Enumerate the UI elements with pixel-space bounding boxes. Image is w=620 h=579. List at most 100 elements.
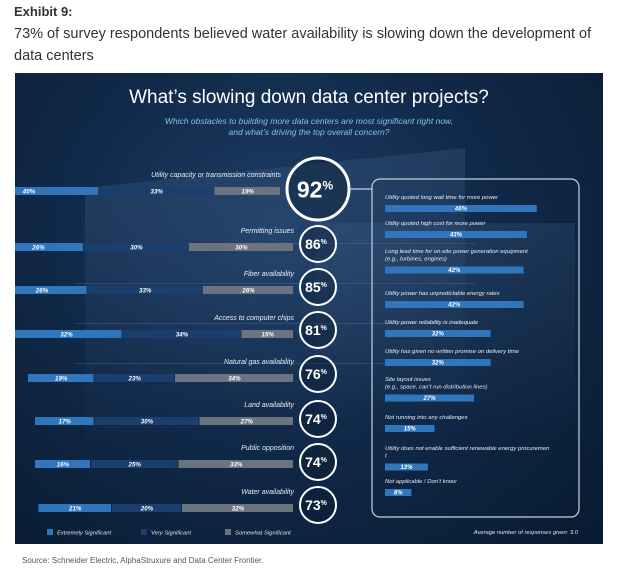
driver-value: 32% [432,331,445,337]
driver-label: Site layout issues [385,377,431,383]
total-value: 74% [305,454,328,470]
bar-value-label: 32% [60,331,73,338]
bar-value-label: 33% [139,287,152,294]
driver-bar [385,266,524,274]
total-value: 81% [305,322,328,338]
driver-label: t [385,454,387,460]
bar-segment [99,187,214,195]
bar-value-label: 34% [228,375,241,382]
driver-label: (e.g., space, can’t run distribution lin… [385,385,488,391]
total-ring [299,400,337,438]
bar-value-label: 34% [176,331,189,338]
bar-segment [122,330,241,338]
bar-segment [178,460,293,468]
legend-swatch [141,529,147,535]
driver-bar [385,394,475,402]
driver-value: 8% [394,490,403,496]
bar-segment [203,286,293,294]
bar-segment [87,286,202,294]
row-label: Fiber availability [244,271,295,278]
driver-bar [385,330,491,337]
total-ring [299,268,337,306]
legend-label: Extremely Significant [57,531,112,537]
row-label: Natural gas availability [224,359,295,366]
subtitle-line-2: and what’s driving the top overall conce… [228,127,390,137]
total-value: 92% [297,176,334,202]
total-ring [299,443,337,481]
infographic-panel: What’s slowing down data center projects… [15,73,603,544]
total-ring [299,355,337,393]
driver-label: Utility quoted high cost for more power [385,221,487,227]
driver-value: 42% [447,268,461,274]
total-ring [299,225,337,263]
bar-value-label: 17% [59,418,72,425]
bar-value-label: 32% [232,505,245,512]
driver-label: Utility quoted long wait time for more p… [385,195,499,201]
bar-value-label: 33% [151,188,164,195]
bar-segment [91,460,178,468]
average-responses-note: Average number of responses given: 3.0 [473,530,579,536]
bar-segment [84,243,188,251]
legend-label: Somewhat Significant [235,531,291,537]
driver-label: Long lead time for on-site power generat… [385,249,528,255]
total-value: 73% [305,497,328,513]
legend-label: Very Significant [151,531,191,537]
source-note: Source: Schneider Electric, AlphaStruxur… [22,556,264,565]
bar-segment [175,374,293,382]
total-value: 74% [305,411,328,427]
driver-label: (e.g., turbines, engines) [385,257,447,263]
bar-segment [94,374,174,382]
row-label: Water availability [241,489,294,496]
bar-value-label: 19% [242,188,255,195]
total-ring [299,311,337,349]
drivers-box [371,178,580,518]
bar-value-label: 30% [235,244,248,251]
row-label: Utility capacity or transmission constra… [151,172,281,179]
bar-segment [241,330,293,338]
bar-value-label: 30% [130,244,143,251]
building-background-right [315,223,575,423]
driver-bar [385,231,527,238]
driver-value: 27% [423,396,437,402]
bar-value-label: 26% [31,244,45,251]
bar-segment [15,286,87,294]
row-label: Land availability [244,402,294,409]
bar-value-label: 21% [68,505,82,512]
row-label: Permitting issues [241,228,295,235]
total-ring [299,486,337,524]
legend-swatch [225,529,231,535]
bar-segment [15,330,122,338]
chart-subtitle: Which obstacles to building more data ce… [15,116,603,138]
total-value: 76% [305,366,328,382]
driver-bar [385,301,524,308]
bar-segment [15,243,83,251]
bar-segment [15,187,98,195]
driver-value: 42% [447,302,461,308]
bar-segment [35,460,90,468]
driver-label: Not running into any challenges [385,415,468,421]
driver-label: Utility power has unpredictable energy r… [385,291,500,297]
subtitle-line-1: Which obstacles to building more data ce… [164,116,454,126]
row-label: Public opposition [241,445,294,452]
bar-segment [35,417,94,425]
driver-bar [385,425,435,432]
driver-label: Utility does not enable sufficient renew… [385,446,550,452]
driver-label: Not applicable / Don’t know [385,479,457,485]
headline: 73% of survey respondents believed water… [14,26,592,64]
bar-segment [28,374,94,382]
bar-value-label: 25% [128,461,142,468]
bar-value-label: 33% [230,461,243,468]
driver-bar [385,205,537,212]
total-value: 86% [305,236,328,252]
bar-value-label: 23% [128,375,142,382]
driver-value: 43% [449,232,463,238]
driver-value: 32% [432,360,445,366]
driver-bar [385,359,491,366]
bar-segment [189,243,293,251]
driver-label: Utility power reliability is inadequate [385,320,479,326]
bar-value-label: 19% [55,375,68,382]
driver-value: 13% [400,465,413,471]
chart-title: What’s slowing down data center projects… [129,87,489,108]
bar-segment [214,187,280,195]
bar-segment [38,504,111,512]
